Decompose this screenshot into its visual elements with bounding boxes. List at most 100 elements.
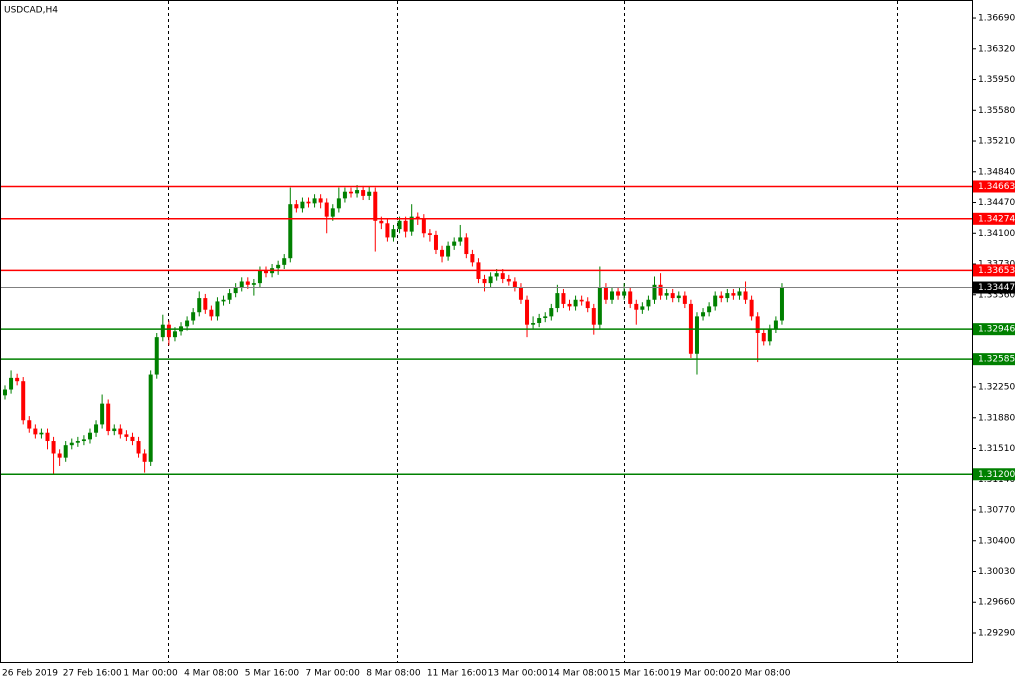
x-tick-label: 26 Feb 2019: [2, 669, 58, 679]
candle-body: [160, 324, 165, 338]
candle-body: [555, 293, 560, 309]
candle-body: [282, 258, 287, 265]
candle-body: [124, 434, 129, 437]
candle-body: [15, 377, 20, 382]
candle-body: [361, 190, 366, 196]
level-label: 1.32585: [978, 355, 1015, 365]
candle-body: [543, 316, 548, 319]
candle-body: [537, 318, 542, 324]
level-label: 1.32946: [978, 325, 1015, 335]
candle-body: [616, 291, 621, 296]
candle-body: [737, 291, 742, 296]
candle-body: [3, 389, 7, 396]
candle-body: [773, 320, 778, 329]
level-label-box: [973, 180, 1015, 193]
candle-body: [130, 436, 135, 442]
y-tick-label: 1.31880: [978, 413, 1015, 423]
candle-body: [276, 264, 281, 269]
y-tick-label: 1.30770: [978, 506, 1015, 516]
candle-body: [312, 198, 317, 204]
y-tick-label: 1.35580: [978, 106, 1015, 116]
candle-body: [106, 403, 111, 432]
candle-body: [464, 237, 469, 255]
candle-body: [664, 293, 669, 296]
x-tick-label: 1 Mar 00:00: [123, 669, 178, 679]
candle-body: [531, 323, 536, 325]
candle-body: [51, 441, 56, 454]
candle-body: [500, 273, 505, 279]
candle-body: [603, 287, 608, 300]
candle-body: [743, 291, 748, 300]
y-tick-label: 1.36690: [978, 14, 1015, 24]
y-tick-label: 1.33360: [978, 290, 1015, 300]
candle-body: [148, 374, 153, 462]
candle-body: [215, 301, 220, 317]
candle-body: [142, 453, 147, 462]
y-tick-label: 1.34840: [978, 167, 1015, 177]
candle-body: [512, 281, 517, 288]
candle-body: [767, 328, 772, 342]
y-tick-label: 1.29290: [978, 628, 1015, 638]
candle-body: [403, 220, 408, 232]
level-label: 1.34274: [978, 214, 1015, 224]
candle-body: [670, 293, 675, 299]
candle-body: [707, 306, 712, 313]
x-tick-label: 5 Mar 16:00: [245, 669, 300, 679]
candle-body: [694, 316, 699, 354]
x-tick-label: 8 Mar 08:00: [366, 669, 421, 679]
candle-body: [81, 439, 86, 442]
candle-body: [779, 287, 784, 321]
level-label: 1.31200: [978, 470, 1015, 480]
candle-body: [488, 276, 493, 284]
x-tick-label: 7 Mar 00:00: [306, 669, 361, 679]
candle-body: [446, 245, 451, 257]
chart-title: USDCAD,H4: [4, 6, 58, 16]
candle-body: [409, 216, 414, 232]
candle-body: [245, 281, 250, 285]
candle-body: [525, 299, 530, 325]
y-tick-label: 1.32250: [978, 383, 1015, 393]
candle-body: [172, 331, 177, 338]
candle-body: [75, 441, 80, 443]
candle-body: [288, 204, 293, 259]
y-tick-label: 1.30400: [978, 536, 1015, 546]
candle-body: [470, 254, 475, 263]
candle-body: [634, 303, 639, 310]
candle-body: [755, 316, 760, 333]
y-tick-label: 1.29660: [978, 598, 1015, 608]
x-tick-label: 4 Mar 08:00: [184, 669, 239, 679]
candle-body: [166, 324, 171, 338]
y-tick-label: 1.36320: [978, 44, 1015, 54]
y-tick-label: 1.30030: [978, 567, 1015, 577]
candle-body: [482, 278, 487, 284]
level-label-box: [973, 212, 1015, 225]
candle-body: [676, 295, 681, 299]
candle-body: [421, 218, 426, 234]
x-tick-label: 20 Mar 08:00: [730, 669, 790, 679]
candle-body: [63, 445, 68, 458]
candle-body: [233, 287, 238, 294]
candle-body: [100, 403, 105, 425]
candle-body: [518, 287, 523, 300]
candle-body: [701, 312, 706, 317]
candle-body: [257, 270, 262, 284]
candle-body: [658, 284, 663, 296]
level-label-box: [973, 264, 1015, 277]
candle-body: [209, 309, 214, 317]
candle-body: [427, 233, 432, 235]
candle-body: [227, 293, 232, 300]
candle-body: [33, 428, 38, 435]
candle-body: [385, 223, 390, 238]
level-label: 1.33447: [978, 283, 1015, 293]
candle-body: [573, 299, 578, 307]
candle-body: [494, 273, 499, 277]
candle-body: [379, 220, 384, 224]
candle-body: [652, 284, 657, 300]
candle-body: [87, 432, 92, 440]
candle-body: [506, 278, 511, 282]
y-tick-label: 1.35950: [978, 75, 1015, 85]
candle-body: [251, 283, 256, 285]
candle-body: [567, 303, 572, 307]
